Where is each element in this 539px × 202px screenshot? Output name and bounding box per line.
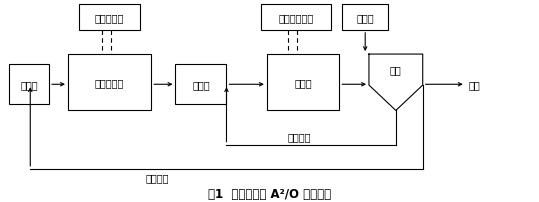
Text: 沉淀: 沉淀 (390, 65, 402, 75)
Text: 污泥回流: 污泥回流 (287, 132, 311, 142)
Text: 曝气池: 曝气池 (294, 78, 312, 88)
Bar (68, 55, 151, 111)
Text: 空压机: 空压机 (356, 13, 374, 23)
Bar (9, 65, 49, 105)
Text: 图1  厌氧氨氧化 A²/O 试验流程: 图1 厌氧氨氧化 A²/O 试验流程 (208, 187, 331, 200)
Text: 厌氧流化床: 厌氧流化床 (95, 78, 125, 88)
Bar (267, 55, 340, 111)
Text: 缺氧池: 缺氧池 (192, 80, 210, 90)
Text: 进水槽: 进水槽 (20, 80, 38, 90)
Text: 温度控制器: 温度控制器 (95, 13, 125, 23)
Bar (261, 5, 331, 31)
Text: 出水回流: 出水回流 (146, 172, 169, 182)
Polygon shape (369, 55, 423, 111)
Bar (342, 5, 388, 31)
Text: 温度控制器器: 温度控制器器 (279, 13, 314, 23)
Text: 出水: 出水 (468, 80, 480, 90)
Bar (175, 65, 226, 105)
Bar (79, 5, 141, 31)
